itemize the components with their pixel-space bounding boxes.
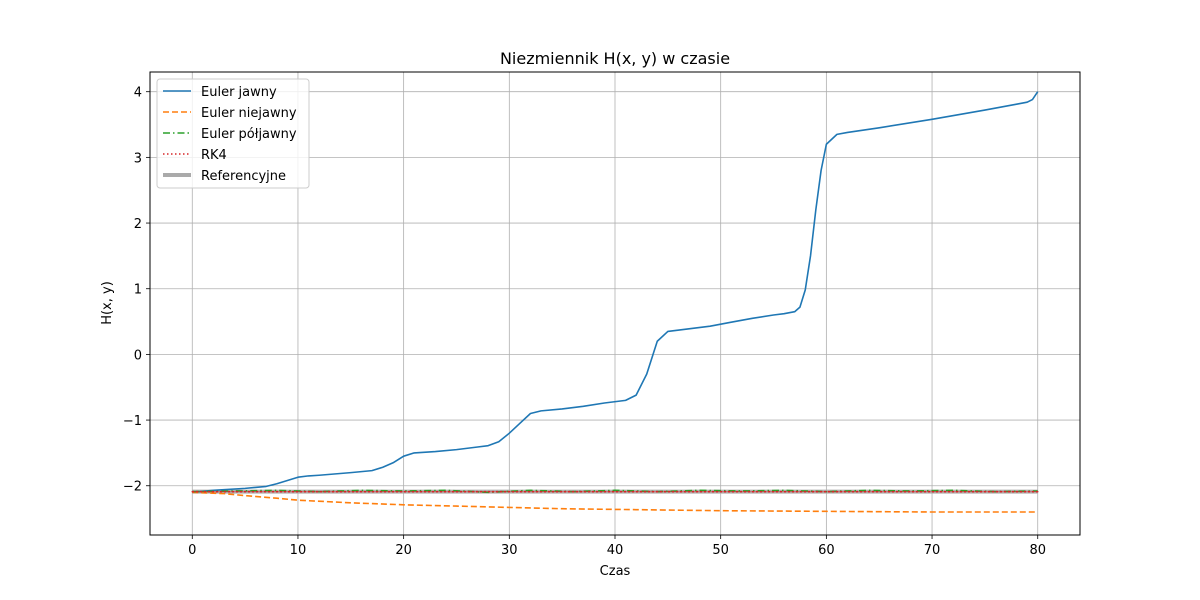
x-tick-label: 40 [607, 543, 624, 558]
series-line-euler-niejawny [192, 491, 1038, 513]
legend-box [156, 78, 310, 189]
x-tick-label: 60 [818, 543, 835, 558]
y-tick-label: 3 [134, 151, 142, 166]
y-axis-label: H(x, y) [100, 281, 115, 325]
x-tick-label: 80 [1029, 543, 1046, 558]
y-tick-label: −1 [123, 414, 142, 429]
x-tick-label: 10 [290, 543, 307, 558]
series-line-euler-jawny [192, 91, 1039, 494]
x-tick-label: 20 [395, 543, 412, 558]
x-tick-label: 70 [924, 543, 941, 558]
y-tick-label: −2 [123, 480, 142, 495]
legend-label-euler-jawny: Euler jawny [201, 85, 277, 100]
x-tick-label: 0 [188, 543, 196, 558]
chart-title: Niezmiennik H(x, y) w czasie [500, 49, 730, 68]
legend-label-euler-p-jawny: Euler półjawny [201, 127, 297, 142]
series-lines [191, 91, 1039, 513]
x-tick-label: 50 [712, 543, 729, 558]
legend: Euler jawny Euler niejawny Euler półjawny R… [156, 78, 310, 189]
legend-label-euler-niejawny: Euler niejawny [201, 106, 297, 121]
y-tick-label: 1 [134, 283, 142, 298]
x-axis-label: Czas [600, 564, 631, 579]
y-tick-label: 0 [134, 348, 142, 363]
axis-ticks: 0 10 20 30 40 50 60 70 80 −2 −1 0 1 2 3 4 [123, 86, 1046, 558]
y-tick-label: 4 [134, 86, 142, 101]
x-tick-label: 30 [501, 543, 518, 558]
y-tick-label: 2 [134, 217, 142, 232]
legend-label-referencyjne: Referencyjne [201, 169, 286, 184]
legend-label-rk4: RK4 [201, 148, 227, 163]
grid-lines [150, 72, 1080, 535]
